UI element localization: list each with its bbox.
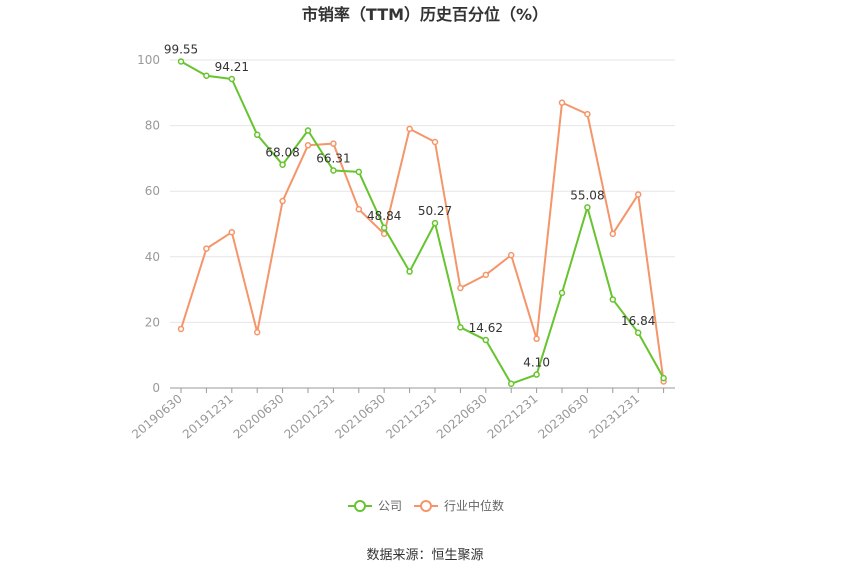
x-tick-label: 20221231: [485, 392, 541, 442]
y-tick-label: 40: [145, 250, 160, 264]
x-tick-label: 20200630: [231, 392, 287, 442]
data-point: [330, 167, 337, 174]
x-tick-label: 20211231: [383, 392, 439, 442]
data-label: 4.10: [523, 356, 550, 370]
data-point: [609, 230, 617, 238]
x-tick-label: 20201231: [282, 392, 338, 442]
data-point: [431, 219, 439, 227]
y-axis: 0 20 40 60 80 100: [137, 53, 160, 395]
data-point: [533, 371, 540, 378]
data-point: [584, 110, 591, 118]
series-group: [177, 58, 667, 387]
data-point: [457, 284, 464, 292]
data-point: [203, 245, 210, 252]
x-tick-label: 20220630: [434, 392, 490, 442]
y-tick-label: 100: [137, 53, 160, 67]
data-point: [355, 205, 363, 213]
data-point: [431, 138, 439, 146]
data-point: [507, 251, 515, 259]
data-point: [558, 289, 566, 297]
data-point: [507, 380, 515, 387]
series-line: [180, 60, 665, 385]
data-point: [203, 72, 210, 79]
data-point: [584, 204, 591, 211]
data-label: 94.21: [215, 60, 249, 74]
data-label: 99.55: [164, 42, 198, 56]
data-label: 48.84: [367, 209, 401, 223]
data-point: [482, 336, 490, 344]
data-point: [253, 328, 261, 336]
data-point: [279, 197, 286, 205]
data-point: [304, 142, 312, 149]
x-axis: 2019063020191231202006302020123120210630…: [129, 387, 675, 442]
x-tick-label: 20191231: [180, 392, 236, 442]
data-point: [609, 296, 617, 303]
chart-title: 市销率（TTM）历史百分位（%）: [302, 5, 548, 24]
data-point: [533, 335, 540, 343]
y-tick-label: 80: [145, 119, 160, 133]
y-tick-label: 60: [145, 184, 160, 198]
x-tick-label: 20231231: [586, 392, 642, 442]
data-point: [634, 191, 642, 198]
data-label: 68.08: [265, 146, 299, 160]
data-point: [177, 325, 185, 333]
data-point: [253, 131, 261, 139]
data-point: [279, 161, 286, 168]
data-point: [380, 224, 388, 232]
x-tick-label: 20210630: [332, 392, 388, 442]
data-point: [660, 374, 667, 382]
data-label: 50.27: [418, 204, 452, 218]
data-point: [406, 125, 413, 133]
data-label: 16.84: [621, 314, 655, 328]
legend-marker: [420, 500, 432, 512]
data-source: 数据来源：恒生聚源: [366, 548, 483, 563]
legend-label: 公司: [378, 499, 402, 513]
legend-marker: [354, 500, 366, 512]
series-line: [180, 101, 665, 382]
data-point: [228, 228, 236, 236]
x-tick-label: 20230630: [536, 392, 592, 442]
data-point: [330, 140, 337, 147]
data-point: [406, 268, 413, 275]
y-tick-label: 0: [152, 381, 160, 395]
x-tick-label: 20190630: [129, 392, 185, 442]
y-tick-label: 20: [145, 315, 160, 329]
data-labels: 99.55 94.21 68.08 66.31 48.84 50.27 14.62 4.10 5…: [164, 42, 656, 369]
data-point: [177, 58, 185, 65]
legend-label: 行业中位数: [444, 498, 504, 513]
data-label: 66.31: [316, 152, 350, 166]
data-point: [355, 168, 363, 176]
data-label: 55.08: [570, 188, 604, 202]
data-point: [558, 99, 566, 106]
data-label: 14.62: [469, 321, 503, 335]
data-point: [228, 75, 236, 83]
data-point: [482, 271, 490, 279]
data-point: [634, 329, 642, 337]
legend: 公司 行业中位数: [348, 498, 504, 513]
data-point: [304, 127, 312, 134]
data-point: [457, 324, 464, 331]
